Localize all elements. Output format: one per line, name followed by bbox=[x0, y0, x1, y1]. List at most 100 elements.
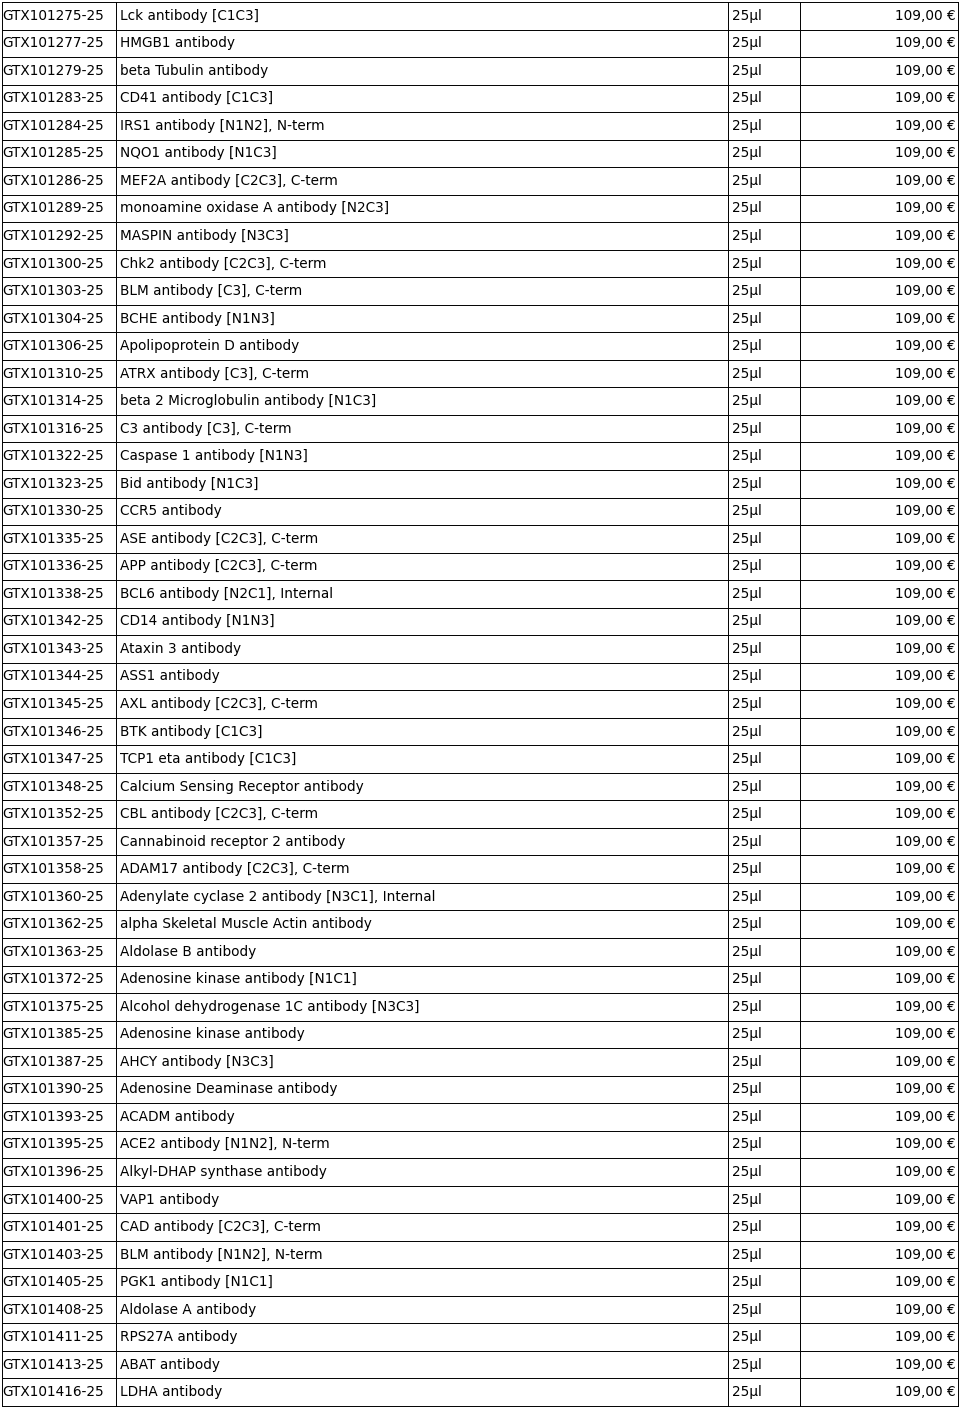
Text: 25μl: 25μl bbox=[732, 835, 762, 849]
Text: 25μl: 25μl bbox=[732, 118, 762, 132]
Text: beta 2 Microglobulin antibody [N1C3]: beta 2 Microglobulin antibody [N1C3] bbox=[120, 394, 376, 408]
Text: 25μl: 25μl bbox=[732, 477, 762, 491]
Bar bbox=[2, 139, 958, 168]
Text: 25μl: 25μl bbox=[732, 256, 762, 270]
Text: 25μl: 25μl bbox=[732, 449, 762, 463]
Text: GTX101393-25: GTX101393-25 bbox=[2, 1110, 104, 1124]
Text: GTX101360-25: GTX101360-25 bbox=[2, 890, 104, 904]
Text: 109,00 €: 109,00 € bbox=[896, 118, 956, 132]
Text: CD14 antibody [N1N3]: CD14 antibody [N1N3] bbox=[120, 614, 275, 628]
Bar bbox=[2, 84, 958, 113]
Text: 25μl: 25μl bbox=[732, 559, 762, 573]
Text: 109,00 €: 109,00 € bbox=[896, 422, 956, 435]
Bar bbox=[2, 1240, 958, 1269]
Bar bbox=[2, 415, 958, 442]
Text: 109,00 €: 109,00 € bbox=[896, 1276, 956, 1290]
Text: 25μl: 25μl bbox=[732, 890, 762, 904]
Text: GTX101289-25: GTX101289-25 bbox=[2, 201, 104, 215]
Text: TCP1 eta antibody [C1C3]: TCP1 eta antibody [C1C3] bbox=[120, 752, 297, 766]
Text: 109,00 €: 109,00 € bbox=[896, 8, 956, 23]
Text: 25μl: 25μl bbox=[732, 1193, 762, 1207]
Text: GTX101283-25: GTX101283-25 bbox=[2, 92, 104, 106]
Text: 109,00 €: 109,00 € bbox=[896, 1331, 956, 1345]
Text: BTK antibody [C1C3]: BTK antibody [C1C3] bbox=[120, 725, 262, 739]
Text: CBL antibody [C2C3], C-term: CBL antibody [C2C3], C-term bbox=[120, 807, 318, 821]
Text: 109,00 €: 109,00 € bbox=[896, 642, 956, 656]
Bar bbox=[2, 1159, 958, 1186]
Text: 109,00 €: 109,00 € bbox=[896, 1164, 956, 1178]
Text: 25μl: 25μl bbox=[732, 1110, 762, 1124]
Text: GTX101413-25: GTX101413-25 bbox=[2, 1357, 104, 1371]
Text: 109,00 €: 109,00 € bbox=[896, 862, 956, 876]
Text: 25μl: 25μl bbox=[732, 1247, 762, 1262]
Text: ATRX antibody [C3], C-term: ATRX antibody [C3], C-term bbox=[120, 366, 309, 380]
Text: Apolipoprotein D antibody: Apolipoprotein D antibody bbox=[120, 339, 300, 353]
Text: 109,00 €: 109,00 € bbox=[896, 1221, 956, 1233]
Text: 109,00 €: 109,00 € bbox=[896, 945, 956, 959]
Text: GTX101346-25: GTX101346-25 bbox=[2, 725, 104, 739]
Text: 25μl: 25μl bbox=[732, 1302, 762, 1316]
Text: GTX101403-25: GTX101403-25 bbox=[2, 1247, 104, 1262]
Text: GTX101372-25: GTX101372-25 bbox=[2, 973, 104, 986]
Text: 25μl: 25μl bbox=[732, 230, 762, 244]
Text: GTX101385-25: GTX101385-25 bbox=[2, 1028, 104, 1042]
Bar bbox=[2, 194, 958, 222]
Text: C3 antibody [C3], C-term: C3 antibody [C3], C-term bbox=[120, 422, 292, 435]
Bar bbox=[2, 966, 958, 993]
Text: Bid antibody [N1C3]: Bid antibody [N1C3] bbox=[120, 477, 258, 491]
Bar bbox=[2, 497, 958, 525]
Text: GTX101363-25: GTX101363-25 bbox=[2, 945, 104, 959]
Bar bbox=[2, 1350, 958, 1378]
Text: 109,00 €: 109,00 € bbox=[896, 1083, 956, 1097]
Bar bbox=[2, 1269, 958, 1295]
Text: GTX101400-25: GTX101400-25 bbox=[2, 1193, 104, 1207]
Text: HMGB1 antibody: HMGB1 antibody bbox=[120, 37, 235, 51]
Text: MASPIN antibody [N3C3]: MASPIN antibody [N3C3] bbox=[120, 230, 289, 244]
Text: 25μl: 25μl bbox=[732, 504, 762, 518]
Text: MEF2A antibody [C2C3], C-term: MEF2A antibody [C2C3], C-term bbox=[120, 175, 338, 187]
Text: GTX101330-25: GTX101330-25 bbox=[2, 504, 104, 518]
Text: GTX101411-25: GTX101411-25 bbox=[2, 1331, 104, 1345]
Bar bbox=[2, 552, 958, 580]
Text: 109,00 €: 109,00 € bbox=[896, 230, 956, 244]
Text: ASE antibody [C2C3], C-term: ASE antibody [C2C3], C-term bbox=[120, 532, 319, 546]
Text: GTX101335-25: GTX101335-25 bbox=[2, 532, 104, 546]
Text: ABAT antibody: ABAT antibody bbox=[120, 1357, 220, 1371]
Text: 25μl: 25μl bbox=[732, 1221, 762, 1233]
Bar bbox=[2, 1021, 958, 1048]
Text: GTX101306-25: GTX101306-25 bbox=[2, 339, 104, 353]
Text: GTX101375-25: GTX101375-25 bbox=[2, 1000, 104, 1014]
Text: 109,00 €: 109,00 € bbox=[896, 175, 956, 187]
Bar bbox=[2, 58, 958, 84]
Text: 109,00 €: 109,00 € bbox=[896, 614, 956, 628]
Bar bbox=[2, 883, 958, 911]
Text: Ataxin 3 antibody: Ataxin 3 antibody bbox=[120, 642, 241, 656]
Text: GTX101357-25: GTX101357-25 bbox=[2, 835, 104, 849]
Text: 25μl: 25μl bbox=[732, 1357, 762, 1371]
Text: GTX101352-25: GTX101352-25 bbox=[2, 807, 104, 821]
Text: GTX101358-25: GTX101358-25 bbox=[2, 862, 104, 876]
Text: 109,00 €: 109,00 € bbox=[896, 284, 956, 298]
Bar bbox=[2, 1104, 958, 1131]
Bar bbox=[2, 608, 958, 635]
Text: Calcium Sensing Receptor antibody: Calcium Sensing Receptor antibody bbox=[120, 780, 364, 794]
Text: BCL6 antibody [N2C1], Internal: BCL6 antibody [N2C1], Internal bbox=[120, 587, 333, 601]
Text: 109,00 €: 109,00 € bbox=[896, 1055, 956, 1069]
Text: GTX101347-25: GTX101347-25 bbox=[2, 752, 104, 766]
Text: 109,00 €: 109,00 € bbox=[896, 669, 956, 683]
Text: GTX101310-25: GTX101310-25 bbox=[2, 366, 104, 380]
Text: 109,00 €: 109,00 € bbox=[896, 532, 956, 546]
Text: 25μl: 25μl bbox=[732, 725, 762, 739]
Bar bbox=[2, 828, 958, 856]
Text: 109,00 €: 109,00 € bbox=[896, 1193, 956, 1207]
Bar bbox=[2, 993, 958, 1021]
Text: 109,00 €: 109,00 € bbox=[896, 917, 956, 931]
Text: 25μl: 25μl bbox=[732, 1331, 762, 1345]
Text: 109,00 €: 109,00 € bbox=[896, 890, 956, 904]
Text: 25μl: 25μl bbox=[732, 587, 762, 601]
Bar bbox=[2, 222, 958, 249]
Text: Lck antibody [C1C3]: Lck antibody [C1C3] bbox=[120, 8, 259, 23]
Text: 25μl: 25μl bbox=[732, 1164, 762, 1178]
Text: GTX101395-25: GTX101395-25 bbox=[2, 1138, 104, 1152]
Text: 25μl: 25μl bbox=[732, 1385, 762, 1400]
